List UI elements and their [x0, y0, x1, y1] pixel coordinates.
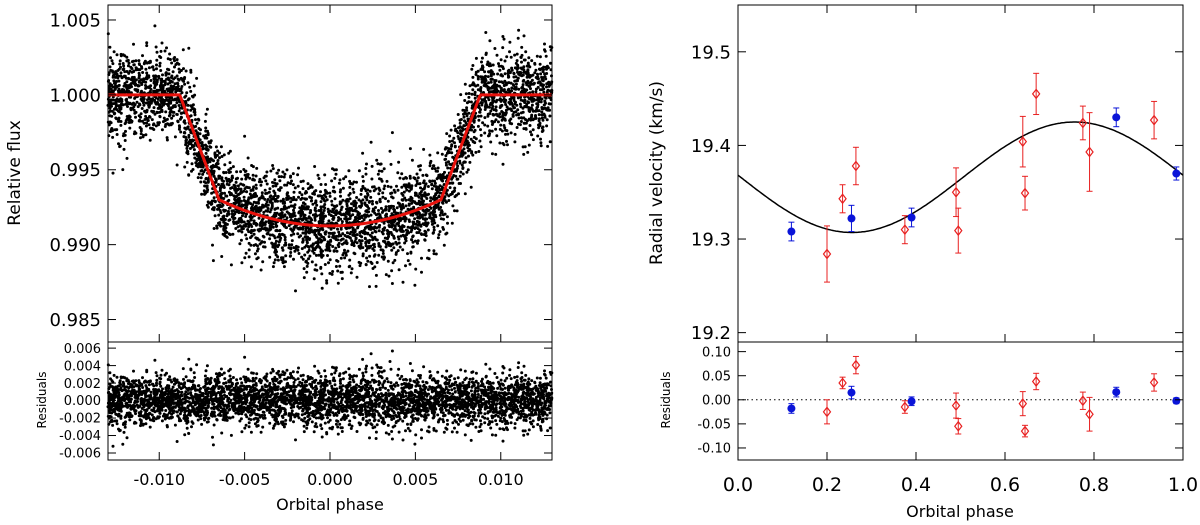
- ytick-label: 0.006: [64, 342, 101, 357]
- ytick-label: 0.000: [64, 394, 101, 409]
- rv-red-point: [1085, 146, 1094, 158]
- ytick-label: -0.002: [59, 412, 101, 427]
- xtick-label: 0.005: [392, 470, 438, 489]
- rv-residual-red-point: [951, 400, 961, 412]
- xtick-label: -0.005: [219, 470, 271, 489]
- panel-frame: [737, 4, 1184, 343]
- rv-residual-blue-point: [787, 404, 796, 413]
- rv-red-point: [1149, 114, 1159, 126]
- xtick-label: 1.0: [1168, 474, 1198, 496]
- rv-residual-red-point: [1149, 376, 1159, 388]
- ytick-label: -0.006: [59, 447, 101, 462]
- ytick-label: 0.004: [64, 359, 101, 374]
- rv-residual-red-point: [900, 401, 910, 413]
- rv-residual-red-point: [1018, 398, 1028, 410]
- ytick-label: 19.3: [691, 230, 731, 251]
- rv-residual-red-point: [838, 377, 847, 389]
- rv-residual-red-point: [1085, 408, 1094, 420]
- plot-data-layer: [106, 24, 1184, 448]
- flux-points: [106, 24, 554, 293]
- axes-layer: 0.985 0.990 0.995 1.000 1.005 -0.006 -0.004 -0.…: [49, 4, 1198, 496]
- transit-xlabel: Orbital phase: [276, 495, 384, 514]
- rv-residuals-ylabel: Residuals: [659, 372, 673, 429]
- rv-red-point: [851, 160, 861, 172]
- rv-residual-red-point: [1020, 425, 1030, 437]
- transit-model-line: [108, 93, 552, 228]
- rv-red-point: [822, 248, 832, 260]
- rv-red-point: [1078, 117, 1088, 129]
- rv-residual-blue-point: [1172, 396, 1181, 405]
- flux-residual-points: [106, 349, 554, 448]
- rv-residual-red-point: [1031, 376, 1041, 387]
- panel-frame: [737, 341, 1184, 461]
- ytick-label: -0.05: [697, 418, 731, 433]
- rv-residual-red-point: [822, 406, 832, 418]
- ytick-label: 1.000: [49, 85, 101, 106]
- rv-residual-blue-point: [907, 397, 916, 406]
- rv-red-point: [1018, 136, 1028, 148]
- rv-xlabel: Orbital phase: [906, 502, 1014, 521]
- rv-residual-red-point: [954, 420, 963, 432]
- rv-red-point: [1020, 187, 1030, 199]
- xtick-label: 0.000: [307, 470, 353, 489]
- ytick-label: 0.995: [49, 160, 101, 181]
- rv-red-point: [838, 193, 847, 205]
- rv-model-line: [737, 121, 1184, 234]
- xtick-label: 0.010: [478, 470, 524, 489]
- ytick-label: -0.10: [697, 442, 731, 457]
- ytick-label: 0.05: [702, 369, 731, 384]
- xtick-label: -0.010: [133, 470, 185, 489]
- ytick-label: -0.004: [59, 429, 101, 444]
- rv-residual-red-point: [851, 359, 861, 371]
- xtick-label: 0.4: [901, 474, 931, 496]
- rv-blue-point: [1112, 113, 1121, 122]
- ytick-label: 0.002: [64, 377, 101, 392]
- ytick-label: 0.985: [49, 310, 101, 331]
- ytick-label: 0.990: [49, 235, 101, 256]
- rv-residual-red-point: [1078, 395, 1088, 407]
- xtick-label: 0.8: [1079, 474, 1109, 496]
- ytick-label: 19.4: [691, 136, 731, 157]
- rv-red-point: [900, 224, 910, 236]
- rv-blue-point: [1172, 169, 1181, 178]
- ytick-label: 0.10: [702, 345, 731, 360]
- rv-red-point: [951, 186, 961, 198]
- ytick-label: 19.2: [691, 323, 731, 344]
- rv-ylabel: Radial velocity (km/s): [647, 81, 667, 265]
- rv-blue-point: [787, 227, 796, 236]
- rv-residual-blue-point: [1112, 388, 1121, 397]
- ytick-label: 19.5: [691, 42, 731, 63]
- rv-blue-point: [907, 213, 916, 222]
- transit-residuals-ylabel: Residuals: [35, 372, 49, 429]
- rv-red-point: [954, 225, 963, 237]
- ytick-label: 1.005: [49, 10, 101, 31]
- rv-residual-blue-point: [847, 388, 856, 397]
- xtick-label: 0.0: [723, 474, 753, 496]
- rv-red-point: [1031, 88, 1041, 100]
- xtick-label: 0.2: [812, 474, 842, 496]
- label-layer: Relative flux Residuals Orbital phase Ra…: [5, 81, 1014, 521]
- ytick-label: 0.00: [702, 393, 731, 408]
- flux-ylabel: Relative flux: [5, 120, 25, 226]
- xtick-label: 0.6: [990, 474, 1020, 496]
- rv-blue-point: [847, 214, 856, 223]
